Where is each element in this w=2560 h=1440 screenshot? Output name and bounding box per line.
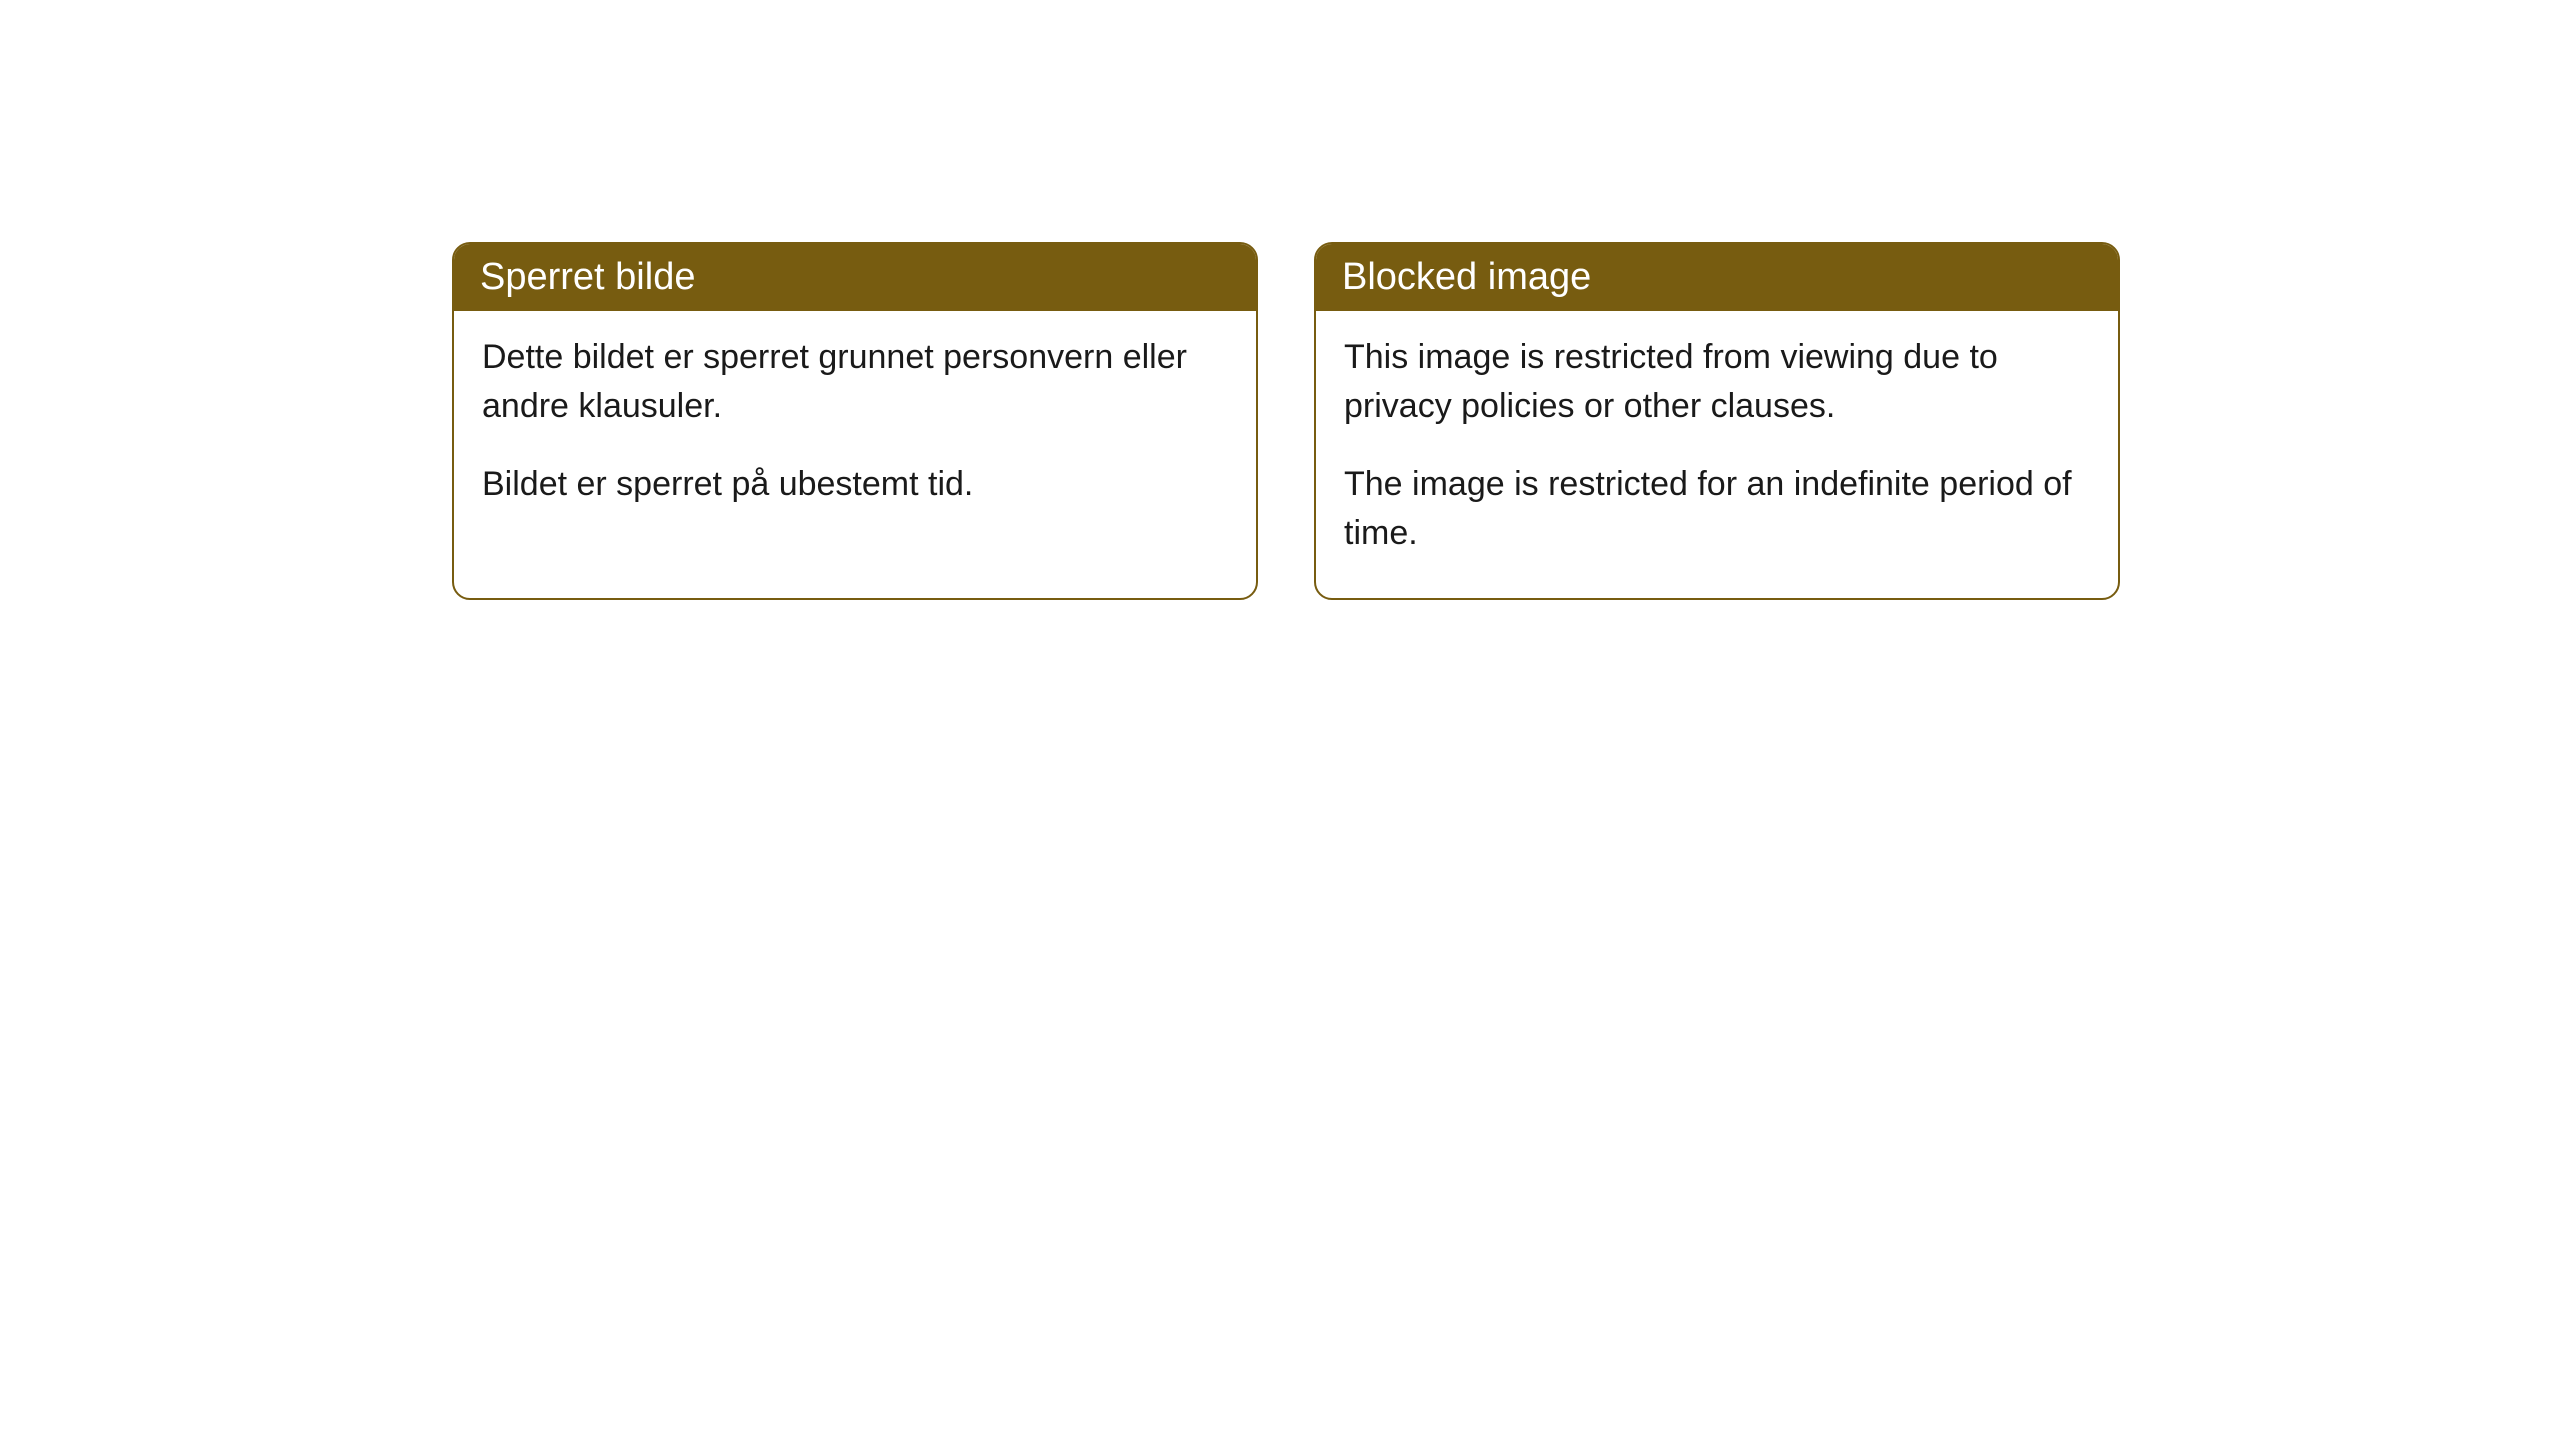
card-paragraph-2-en: The image is restricted for an indefinit… (1344, 460, 2090, 559)
card-header-no: Sperret bilde (454, 244, 1256, 311)
card-body-en: This image is restricted from viewing du… (1316, 311, 2118, 598)
notice-cards-container: Sperret bilde Dette bildet er sperret gr… (452, 242, 2120, 600)
card-body-no: Dette bildet er sperret grunnet personve… (454, 311, 1256, 549)
blocked-image-card-no: Sperret bilde Dette bildet er sperret gr… (452, 242, 1258, 600)
blocked-image-card-en: Blocked image This image is restricted f… (1314, 242, 2120, 600)
card-paragraph-2-no: Bildet er sperret på ubestemt tid. (482, 460, 1228, 509)
card-title-no: Sperret bilde (480, 256, 695, 298)
card-paragraph-1-no: Dette bildet er sperret grunnet personve… (482, 333, 1228, 432)
card-header-en: Blocked image (1316, 244, 2118, 311)
card-title-en: Blocked image (1342, 256, 1591, 298)
card-paragraph-1-en: This image is restricted from viewing du… (1344, 333, 2090, 432)
